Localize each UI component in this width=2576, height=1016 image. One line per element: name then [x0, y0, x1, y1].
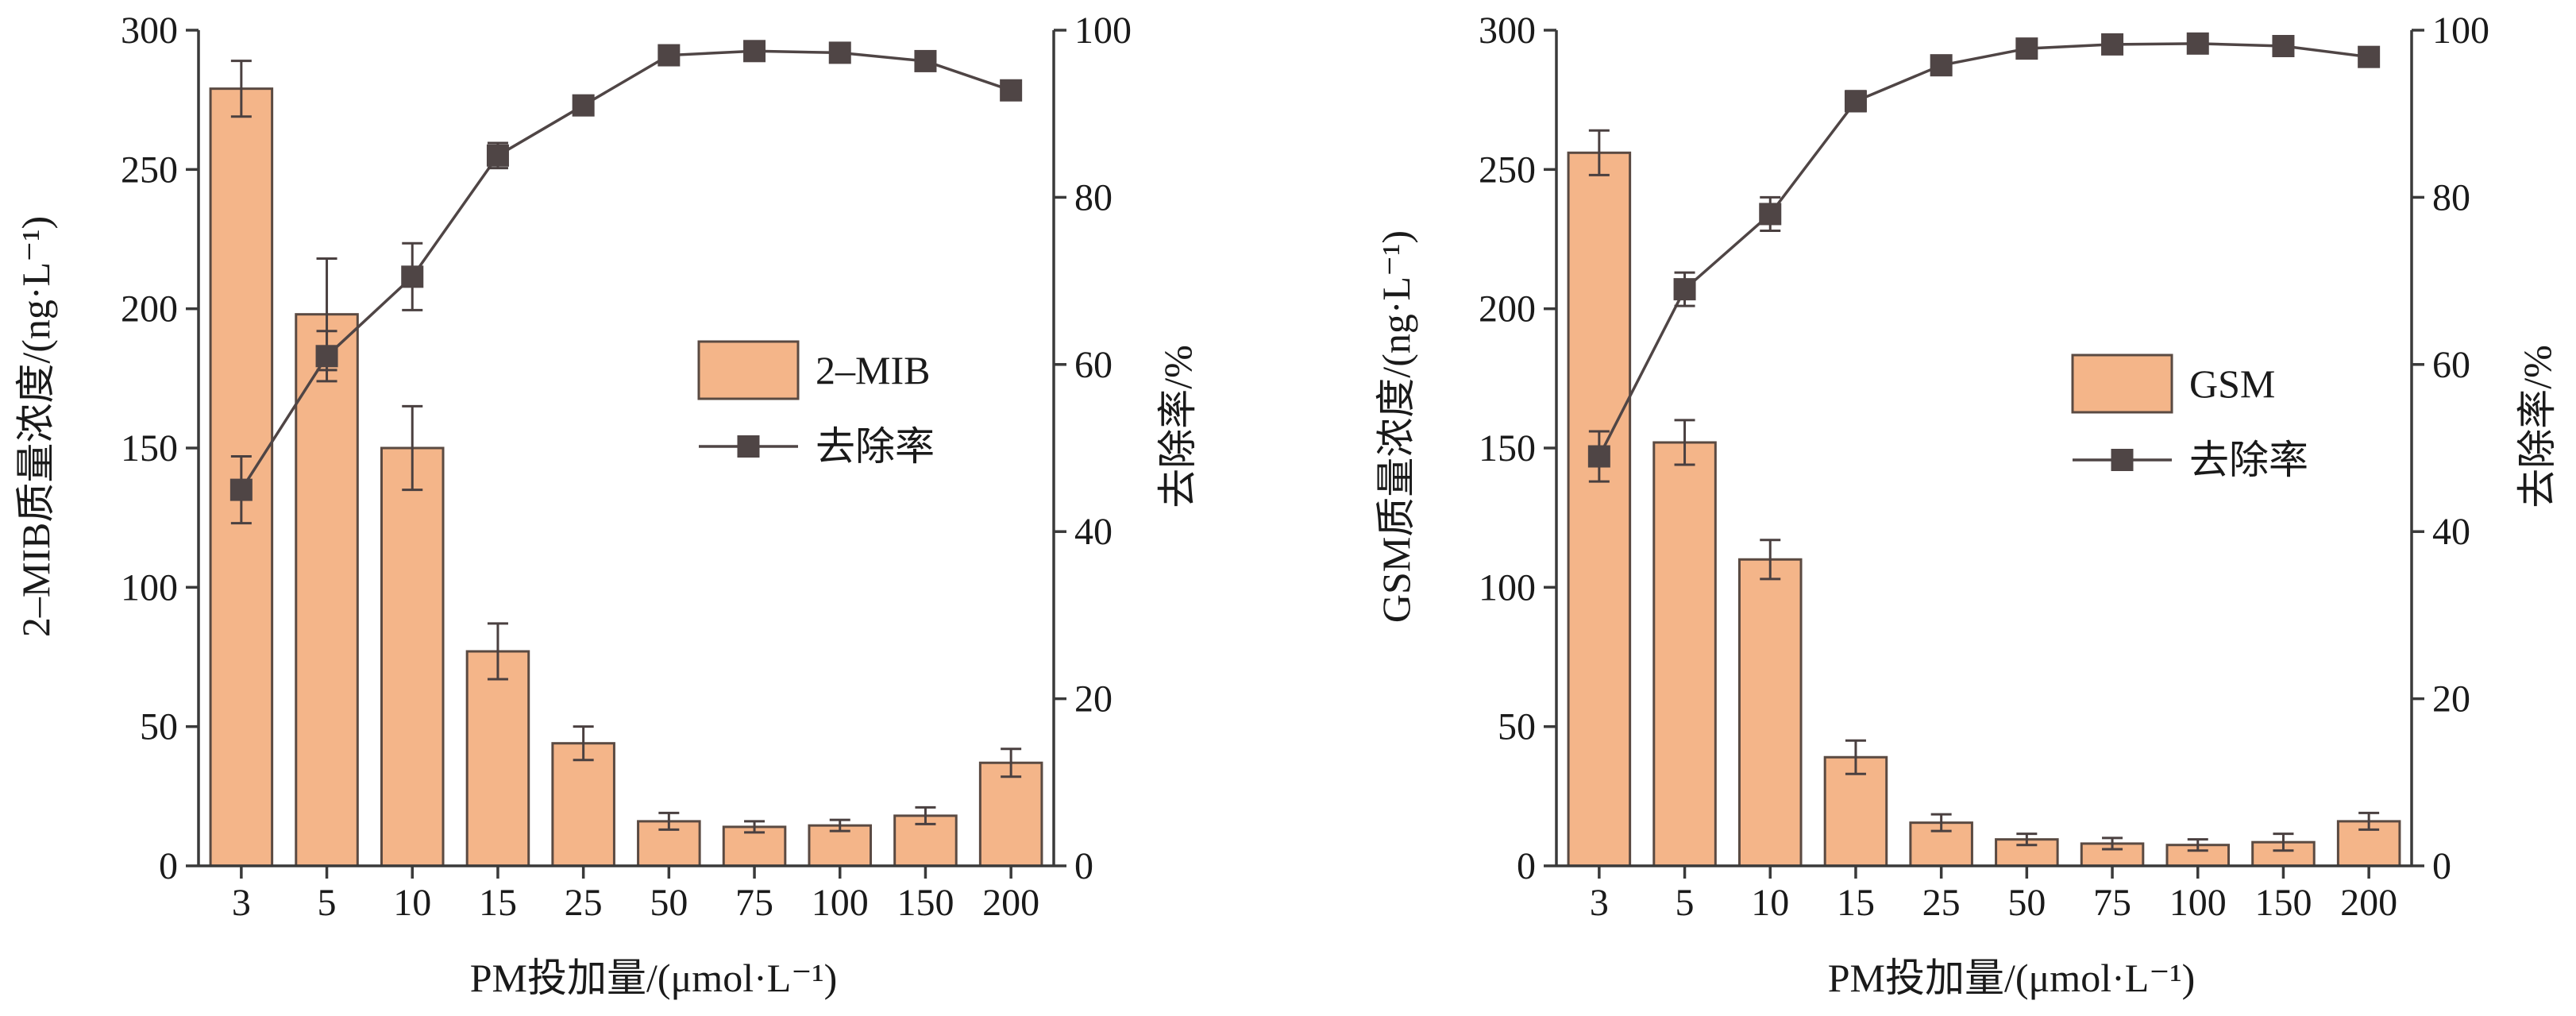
x-tick-label: 75 [735, 882, 773, 924]
x-tick-label: 3 [232, 882, 251, 924]
y2-tick-label: 100 [1074, 10, 1132, 52]
y-tick-label: 300 [1479, 10, 1536, 52]
bar [295, 313, 359, 867]
series-point [828, 41, 851, 64]
y2-tick-label: 0 [2432, 845, 2451, 887]
legend: GSM 去除率 [2071, 353, 2308, 482]
x-tick-label: 50 [650, 882, 688, 924]
y2-axis-title: 去除率/% [1155, 345, 1200, 508]
y-tick-label: 250 [121, 149, 178, 191]
y-tick-label: 150 [121, 427, 178, 469]
y-tick-label: 50 [140, 706, 178, 748]
series-point [1930, 54, 1953, 77]
y-tick-label: 0 [1517, 845, 1536, 887]
series-point [486, 144, 509, 167]
x-axis-title: PM投加量/(μmol·L⁻¹) [1828, 956, 2196, 1000]
series-point [572, 94, 595, 117]
x-tick-label: 200 [982, 882, 1039, 924]
plot-area: 0 50 100 150 200 250 300 0 20 40 60 80 100 3 5 10 15 25 50… [121, 10, 1132, 924]
legend-marker-swatch [737, 435, 760, 458]
y2-tick-label: 40 [1074, 511, 1113, 553]
series-line [1598, 42, 2370, 458]
x-tick-label: 75 [2093, 882, 2131, 924]
y2-tick-label: 20 [2432, 678, 2470, 720]
x-tick-label: 200 [2340, 882, 2397, 924]
series-point [315, 345, 338, 368]
bar [551, 742, 615, 867]
y2-tick-label: 60 [1074, 344, 1113, 386]
series-point [1844, 90, 1867, 113]
series-point [2272, 34, 2295, 57]
bar [1737, 558, 1803, 867]
series-point [657, 44, 681, 67]
legend-bar-swatch [697, 340, 800, 400]
x-tick-label: 25 [1922, 882, 1961, 924]
chart-2mib: 0 50 100 150 200 250 300 0 20 40 60 80 100 3 5 10 15 25 50… [13, 10, 1200, 1000]
bar [978, 761, 1043, 867]
y2-tick-label: 40 [2432, 511, 2470, 553]
x-tick-label: 5 [1676, 882, 1695, 924]
series-line [240, 49, 1012, 491]
x-tick-label: 10 [393, 882, 431, 924]
y-tick-label: 100 [121, 566, 178, 608]
y-tick-label: 300 [121, 10, 178, 52]
y2-axis-title: 去除率/% [2515, 345, 2559, 508]
x-tick-label: 150 [897, 882, 954, 924]
legend-label: 2–MIB [816, 348, 930, 392]
series-point [2015, 37, 2038, 60]
x-tick-label: 50 [2007, 882, 2046, 924]
y-tick-label: 0 [159, 845, 178, 887]
x-tick-label: 100 [2169, 882, 2227, 924]
series-point [1000, 79, 1023, 102]
y-tick-label: 200 [1479, 288, 1536, 330]
series-point [401, 265, 424, 288]
legend-label: GSM [2189, 361, 2275, 406]
y2-tick-label: 0 [1074, 845, 1093, 887]
x-tick-label: 15 [1837, 882, 1875, 924]
x-tick-label: 10 [1751, 882, 1789, 924]
bar [380, 446, 445, 867]
x-tick-label: 3 [1590, 882, 1609, 924]
series-point [229, 478, 253, 501]
chart-gsm: 0 50 100 150 200 250 300 0 20 40 60 80 100 3 5 10 15 25 50… [1374, 10, 2559, 1000]
y2-tick-label: 20 [1074, 678, 1113, 720]
series-point [914, 49, 937, 72]
series-point [2101, 33, 2124, 56]
y-tick-label: 200 [121, 288, 178, 330]
legend: 2–MIB 去除率 [697, 340, 935, 469]
bar [465, 650, 530, 867]
legend-label: 去除率 [816, 424, 935, 469]
series-point [1673, 278, 1696, 301]
y2-tick-label: 80 [2432, 176, 2470, 218]
bar [808, 824, 873, 867]
series-point [1587, 445, 1610, 468]
x-tick-label: 5 [318, 882, 337, 924]
y-axis-title: GSM质量浓度/(ng·L⁻¹) [1374, 230, 1418, 623]
legend-label: 去除率 [2189, 438, 2308, 482]
x-tick-label: 100 [812, 882, 869, 924]
y-axis-title: 2–MIB质量浓度/(ng·L⁻¹) [13, 216, 58, 637]
series-point [2358, 45, 2381, 68]
y-tick-label: 150 [1479, 427, 1536, 469]
y2-tick-label: 80 [1074, 176, 1113, 218]
y-tick-label: 50 [1498, 706, 1536, 748]
x-tick-label: 150 [2254, 882, 2312, 924]
y2-tick-label: 60 [2432, 344, 2470, 386]
y-tick-label: 250 [1479, 149, 1536, 191]
series-point [743, 40, 766, 63]
plot-area: 0 50 100 150 200 250 300 0 20 40 60 80 100 3 5 10 15 25 50… [1479, 10, 2489, 924]
series-point [2186, 32, 2209, 55]
bar [1652, 441, 1717, 867]
x-tick-label: 15 [479, 882, 517, 924]
series-point [1759, 203, 1782, 226]
x-axis-title: PM投加量/(μmol·L⁻¹) [470, 956, 838, 1000]
x-tick-label: 25 [565, 882, 603, 924]
legend-bar-swatch [2071, 353, 2173, 414]
y-tick-label: 100 [1479, 566, 1536, 608]
y2-tick-label: 100 [2432, 10, 2489, 52]
legend-marker-swatch [2111, 449, 2134, 471]
bar [1567, 151, 1632, 867]
